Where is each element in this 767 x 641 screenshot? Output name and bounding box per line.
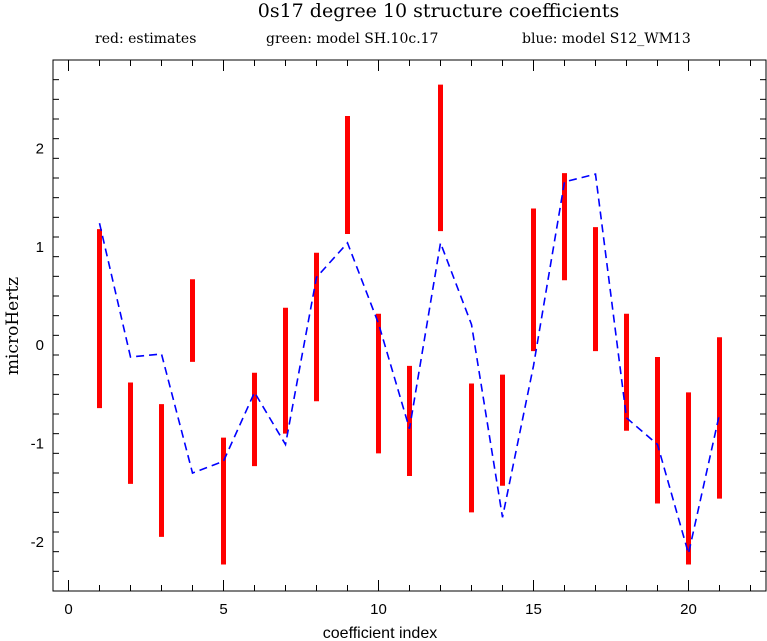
x-tick-label: 20 — [680, 601, 697, 618]
tick-labels: 0 5 10 15 20 -2 -1 0 1 2 — [31, 141, 697, 619]
x-tick-label: 15 — [525, 601, 542, 618]
x-tick-label: 0 — [64, 601, 72, 618]
x-tick-label: 5 — [219, 601, 227, 618]
chart-title: 0s17 degree 10 structure coefficients — [257, 0, 620, 22]
y-tick-label: 1 — [36, 239, 44, 256]
legend-entry-model-sh10c17: green: model SH.10c.17 — [266, 31, 439, 47]
y-tick-label: -2 — [31, 534, 44, 551]
y-tick-label: -1 — [31, 436, 44, 453]
x-tick-label: 10 — [370, 601, 387, 618]
legend-entry-model-s12wm13: blue: model S12_WM13 — [522, 31, 691, 47]
y-tick-label: 0 — [36, 337, 44, 354]
model-s12wm13-line — [98, 173, 721, 554]
y-tick-label: 2 — [36, 141, 44, 158]
model-line — [98, 173, 721, 554]
axis-ticks — [53, 59, 766, 592]
estimate-bars — [97, 84, 722, 565]
legend-entry-estimates: red: estimates — [95, 31, 197, 47]
x-axis-label: coefficient index — [323, 625, 437, 641]
y-axis-label: microHertz — [3, 277, 23, 375]
